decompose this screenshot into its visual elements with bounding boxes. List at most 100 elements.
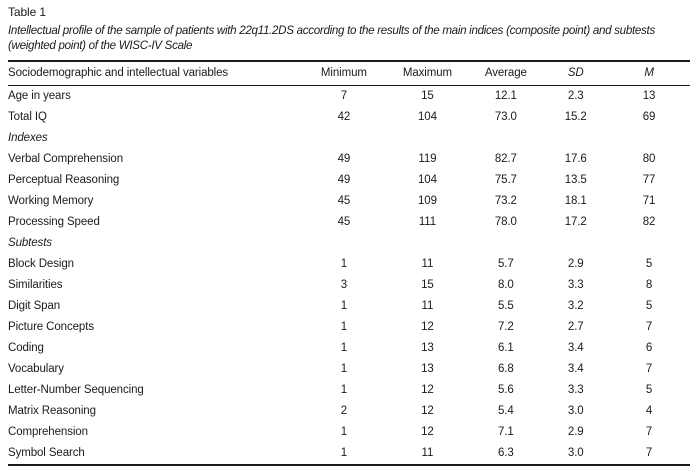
table-row: Block Design 1 11 5.7 2.9 5 [8,254,690,275]
cell-value: 12.1 [494,90,517,102]
cell-value: 12 [421,405,434,417]
table-row: Vocabulary 1 13 6.8 3.4 7 [8,359,690,380]
cell-value: 1 [340,363,348,375]
row-label: Working Memory [8,195,94,207]
table-row: Digit Span 1 11 5.5 3.2 5 [8,296,690,317]
cell-value [608,233,690,254]
row-label: Picture Concepts [8,321,94,333]
cell-value: 80 [642,153,656,165]
row-label: Indexes [8,132,48,144]
row-label: Symbol Search [8,447,85,459]
cell-value: 2.3 [567,90,584,102]
row-label: Processing Speed [8,216,100,228]
cell-value: 13 [421,342,434,354]
cell-value: 109 [417,195,437,207]
cell-value: 1 [340,384,348,396]
cell-value: 7 [645,321,653,333]
table-row: Age in years 7 15 12.1 2.3 13 [8,86,690,108]
table-row: Symbol Search 1 11 6.3 3.0 7 [8,443,690,465]
table-row: Verbal Comprehension 49 119 82.7 17.6 80 [8,149,690,170]
header-stat-minimum: Minimum [301,61,387,86]
table-row: Processing Speed 45 111 78.0 17.2 82 [8,212,690,233]
cell-value: 3 [340,279,348,291]
table-number-heading: Table 1 [8,5,46,19]
table-header: Sociodemographic and intellectual variab… [8,61,690,86]
header-stat-average: Average [468,61,544,86]
cell-value: 3.0 [567,447,584,459]
cell-value: 6.1 [498,342,514,354]
cell-value [543,128,608,149]
cell-value: 15 [421,90,434,102]
cell-value: 73.2 [494,195,517,207]
table-body: Age in years 7 15 12.1 2.3 13 Total IQ 42 104 73.… [8,86,690,466]
cell-value: 3.3 [567,384,584,396]
row-label: Comprehension [8,426,88,438]
cell-value: 5 [645,300,653,312]
cell-value: 1 [340,426,348,438]
cell-value: 119 [418,153,437,165]
table-row: Perceptual Reasoning 49 104 75.7 13.5 77 [8,170,690,191]
header-row: Sociodemographic and intellectual variab… [8,61,690,86]
cell-value [387,233,469,254]
cell-value: 82 [642,216,656,228]
row-label: Letter-Number Sequencing [8,384,144,396]
cell-value: 1 [340,321,348,333]
cell-value: 75.7 [494,174,517,186]
cell-value: 2.9 [567,258,584,270]
cell-value: 13 [421,363,434,375]
cell-value [468,233,543,254]
cell-value: 1 [340,447,348,459]
cell-value: 8.0 [498,279,514,291]
cell-value: 82.7 [494,153,517,165]
cell-value: 7.2 [498,321,514,333]
cell-value: 78.0 [494,216,517,228]
cell-value: 3.3 [567,279,584,291]
cell-value: 45 [337,216,351,228]
cell-value: 6.3 [498,447,514,459]
table-row: Comprehension 1 12 7.1 2.9 7 [8,422,690,443]
cell-value: 5.5 [498,300,514,312]
cell-value: 49 [337,153,351,165]
cell-value: 13.5 [564,174,587,186]
cell-value [543,233,608,254]
cell-value: 45 [337,195,351,207]
cell-value: 69 [642,111,656,123]
table-row: Total IQ 42 104 73.0 15.2 69 [8,107,690,128]
cell-value: 11 [421,447,434,459]
row-label: Coding [8,342,44,354]
section-row: Indexes [8,128,690,149]
row-label: Perceptual Reasoning [8,174,120,186]
cell-value: 4 [645,405,653,417]
cell-value: 49 [337,174,351,186]
cell-value: 11 [421,258,434,270]
table-row: Coding 1 13 6.1 3.4 6 [8,338,690,359]
table-row: Letter-Number Sequencing 1 12 5.6 3.3 5 [8,380,690,401]
row-label: Subtests [8,237,52,249]
cell-value [301,233,386,254]
row-label: Block Design [8,258,74,270]
cell-value: 3.4 [567,342,584,354]
cell-value: 7 [645,363,653,375]
cell-value: 7.1 [498,426,514,438]
cell-value: 3.4 [567,363,584,375]
header-stat-m: M [608,61,690,86]
cell-value: 12 [421,321,434,333]
table-caption: Intellectual profile of the sample of pa… [8,24,655,52]
cell-value: 7 [340,90,348,102]
table-row: Similarities 3 15 8.0 3.3 8 [8,275,690,296]
cell-value: 13 [642,90,656,102]
header-variables-column: Sociodemographic and intellectual variab… [8,61,302,86]
cell-value: 2.9 [567,426,584,438]
header-stat-maximum: Maximum [386,61,469,86]
cell-value: 42 [337,111,351,123]
cell-value: 104 [417,111,437,123]
cell-value: 2 [340,405,348,417]
cell-value: 7 [645,426,653,438]
cell-value: 18.1 [564,195,587,207]
row-label: Digit Span [8,300,61,312]
table-row: Working Memory 45 109 73.2 18.1 71 [8,191,690,212]
row-label: Total IQ [8,111,47,123]
cell-value: 5 [645,384,653,396]
cell-value: 1 [340,258,348,270]
